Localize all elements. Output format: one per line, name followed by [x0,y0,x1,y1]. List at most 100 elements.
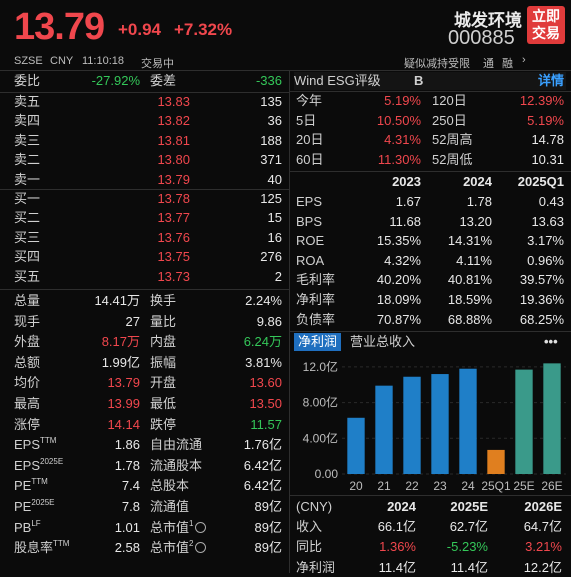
stat-label-text: 最低 [150,396,177,411]
chart-bar[interactable] [403,376,421,474]
return-value: 10.50% [376,112,421,128]
stat-label: 总额 [14,354,40,372]
stat-value: 13.79 [107,375,140,391]
stat-label: 最高 [14,395,40,413]
x-tick-label: 20 [349,479,363,493]
forecast-value: 64.7亿 [523,519,562,534]
level-price[interactable]: 13.81 [157,132,190,148]
diff-label: 委差 [150,73,177,88]
stat-label: 现手 [14,313,40,331]
chart-bar[interactable] [347,417,365,474]
stat-label: 总股本 [150,477,189,495]
orderbook-row: 买三 13.76 16 [14,229,286,247]
level-volume: 125 [260,191,282,206]
forecast-label: 收入 [296,519,323,534]
stat-label-text: 自由流通 [150,437,203,453]
forecast-value: 66.1亿 [377,519,416,534]
fin-header-row: 2023 2024 2025Q1 [294,173,566,191]
stat-row: 均价 13.79 开盘 13.60 [14,374,286,392]
fin-metric-label: BPS [296,213,323,229]
chart-bar[interactable] [459,368,477,474]
stock-name: 城发环境 [454,11,522,30]
stat-label-text: 现手 [14,313,41,329]
ratio-value: -27.92% [91,73,140,88]
stat-label-text: 外盘 [14,334,41,350]
stat-value: 13.60 [249,375,282,391]
level-price[interactable]: 13.73 [157,268,190,284]
stat-value: 27 [125,313,140,329]
fin-metric-label: EPS [296,194,323,209]
info-icon[interactable] [195,542,207,554]
return-row: 今年 5.19% 120日 12.39% [294,92,566,110]
reduction-notice[interactable]: 疑似减持受限 [404,58,470,70]
forecast-value: 1.36% [379,539,416,555]
chart-bar[interactable] [431,374,449,474]
stat-label: 流通值 [150,498,189,516]
return-label: 20日 [296,132,324,148]
stat-row: 外盘 8.17万 内盘 6.24万 [14,333,286,351]
fin-row: BPS 11.68 13.20 13.63 [294,213,566,231]
stat-row: 总量 14.41万 换手 2.24% [14,292,286,310]
esg-row[interactable]: Wind ESG评级 B 详情 [294,72,566,90]
trade-now-button[interactable]: 立即 交易 [527,6,565,44]
chart-bar[interactable] [487,449,505,474]
level-price[interactable]: 13.80 [157,152,190,168]
level-price[interactable]: 13.82 [157,113,190,129]
return-value: 12.39% [519,93,564,108]
forecast-row: 收入 66.1亿 62.7亿 64.7亿 [294,518,566,536]
orderbook-row: 买五 13.73 2 [14,268,286,286]
stat-row: PETTM 7.4 总股本 6.42亿 [14,477,286,495]
chart-bar[interactable] [543,363,561,474]
level-price[interactable]: 13.77 [157,210,190,226]
tab-total-revenue[interactable]: 营业总收入 [350,334,416,349]
info-icon[interactable] [195,521,207,533]
stat-value: 89亿 [254,540,282,556]
exchange-label: SZSE [14,55,43,67]
stat-row: 总额 1.99亿 振幅 3.81% [14,354,286,372]
stat-value: 2.58 [114,540,140,556]
level-volume: 276 [260,249,282,265]
stat-label: 跌停 [150,416,176,434]
level-price[interactable]: 13.79 [157,171,190,187]
return-value: 5.19% [527,112,564,128]
return-label: 5日 [296,112,317,128]
level-price[interactable]: 13.75 [157,249,190,265]
stat-label: PE2025E [14,498,54,516]
fin-metric-value: 3.17% [527,233,564,249]
stat-row: 股息率TTM 2.58 总市值2 89亿 [14,539,286,557]
return-label: 120日 [432,93,467,108]
fin-row: 净利率 18.09% 18.59% 19.36% [294,291,566,309]
stat-label-text: EPS [14,457,41,473]
tab-net-profit[interactable]: 净利润 [294,333,342,351]
more-icon[interactable]: ••• [544,334,558,349]
stat-label-text: 振幅 [150,354,177,370]
y-tick-label: 8.00亿 [303,395,338,410]
forecast-row: 净利润 11.4亿 11.4亿 12.2亿 [294,559,566,577]
esg-detail-link[interactable]: 详情 [537,73,564,88]
stat-value: 3.81% [245,354,282,370]
level-label: 买三 [14,229,41,245]
fin-row: EPS 1.67 1.78 0.43 [294,193,566,211]
stat-value: 8.17万 [101,334,140,350]
chart-bar[interactable] [375,385,393,474]
stock-code: 000885 [448,27,515,49]
level-volume: 135 [260,94,282,109]
level-price[interactable]: 13.78 [157,191,190,206]
stat-value: 14.14 [107,416,140,432]
stat-value: 89亿 [254,519,282,535]
chart-bar[interactable] [515,369,533,474]
fin-metric-value: 13.63 [531,213,564,229]
stat-label: 开盘 [150,374,176,392]
level-price[interactable]: 13.83 [157,94,190,109]
fin-row: 毛利率 40.20% 40.81% 39.57% [294,271,566,289]
return-value: 10.31 [531,151,564,167]
stat-label-text: PE [14,499,32,514]
level-price[interactable]: 13.76 [157,229,190,245]
fin-metric-label: ROA [296,252,325,268]
esg-grade: B [414,73,424,88]
stat-label-text: 均价 [14,375,41,391]
chevron-right-icon[interactable]: › [522,54,526,66]
orderbook-row: 卖一 13.79 40 [14,171,286,189]
level-label: 卖二 [14,152,41,168]
fin-metric-value: 19.36% [519,292,564,307]
